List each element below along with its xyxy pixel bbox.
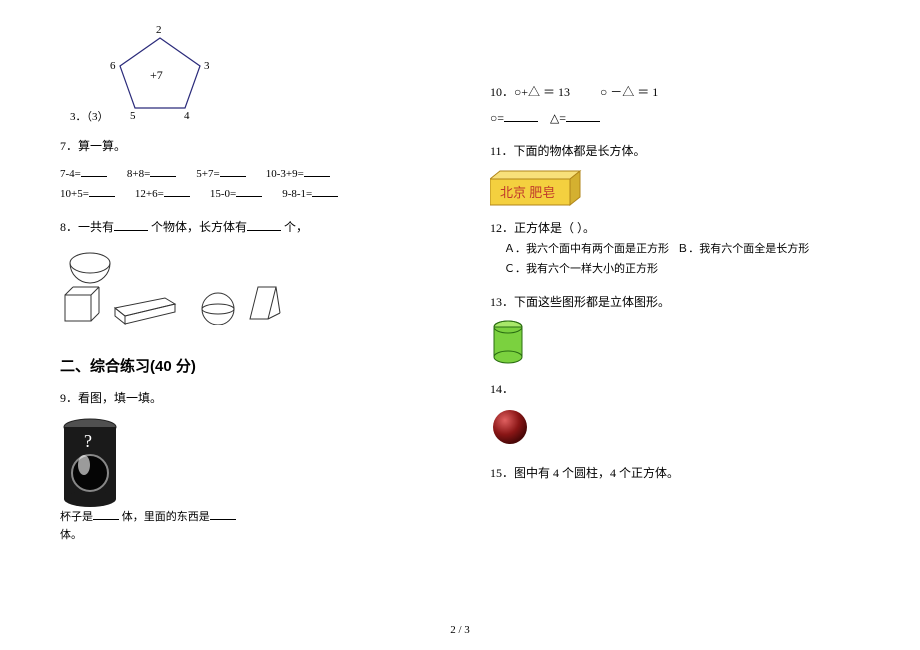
q7-r1c2: 8+8= xyxy=(127,164,176,185)
pentagon-figure: 2 3 4 5 6 +7 xyxy=(100,30,220,120)
q12-prompt: 12．正方体是（ ）。 xyxy=(490,218,860,240)
q8-c: 个， xyxy=(284,220,308,234)
section2-title: 二、综合练习(40 分) xyxy=(60,355,430,376)
q7-r1c4: 10-3+9= xyxy=(266,164,330,185)
q9: 9．看图，填一填。 ? 杯子是 体，里面的东西是 体。 xyxy=(60,388,430,545)
q15: 15．图中有 4 个圆柱，4 个正方体。 xyxy=(490,463,860,485)
right-column: 10．○+△ ＝ 13 ○ －△ ＝ 1 ○= △= 11．下面的物体都是长方体… xyxy=(490,30,860,557)
pent-v5: 6 xyxy=(110,60,116,72)
q8-a: 8．一共有 xyxy=(60,220,114,234)
page-footer: 2 / 3 xyxy=(0,624,920,636)
q10-line: 10．○+△ ＝ 13 ○ －△ ＝ 1 xyxy=(490,82,860,104)
q14-text: 14． xyxy=(490,379,860,401)
q15-text: 15．图中有 4 个圆柱，4 个正方体。 xyxy=(490,463,860,485)
soap-text: 北京 肥皂 xyxy=(500,185,555,200)
q7: 7．算一算。 7-4= 8+8= 5+7= 10-3+9= 10+5= 12+6… xyxy=(60,136,430,205)
soap-figure: 北京 肥皂 xyxy=(490,169,580,199)
q7-r1c1: 7-4= xyxy=(60,164,107,185)
cylinder-icon xyxy=(490,319,530,367)
q7-prompt: 7．算一算。 xyxy=(60,136,430,158)
pent-center: +7 xyxy=(150,68,163,83)
q12-c: Ｃ．我有六个一样大小的正方形 xyxy=(504,263,658,275)
q7-r2c4: 9-8-1= xyxy=(282,184,338,205)
q12-a: Ａ．我六个面中有两个面是正方形 xyxy=(504,243,669,255)
q7-r2c1: 10+5= xyxy=(60,184,115,205)
q12: 12．正方体是（ ）。 Ａ．我六个面中有两个面是正方形 Ｂ．我有六个面全是长方形… xyxy=(490,218,860,279)
q10-ans-a: ○= xyxy=(490,111,504,125)
q13: 13．下面这些图形都是立体图形。 xyxy=(490,292,860,368)
q8: 8．一共有 个物体，长方体有 个， xyxy=(60,217,430,325)
pent-v4: 5 xyxy=(130,110,136,122)
q8-shapes xyxy=(60,245,430,325)
pent-v1: 2 xyxy=(156,24,162,36)
svg-text:?: ? xyxy=(84,431,92,451)
q10: 10．○+△ ＝ 13 ○ －△ ＝ 1 ○= △= xyxy=(490,82,860,129)
ball-icon xyxy=(490,407,534,451)
q14: 14． xyxy=(490,379,860,451)
q11: 11．下面的物体都是长方体。 北京 肥皂 xyxy=(490,141,860,206)
q7-r2c3: 15-0= xyxy=(210,184,262,205)
left-column: 2 3 4 5 6 +7 3．（3） 7．算一算。 7-4= 8+8= 5+7=… xyxy=(60,30,430,557)
q7-r2c2: 12+6= xyxy=(135,184,190,205)
q12-b: Ｂ．我有六个面全是长方形 xyxy=(677,243,809,255)
q7-r1c3: 5+7= xyxy=(196,164,245,185)
q9-text: 杯子是 体，里面的东西是 体。 xyxy=(60,507,430,544)
q11-text: 11．下面的物体都是长方体。 xyxy=(490,141,860,163)
q13-text: 13．下面这些图形都是立体图形。 xyxy=(490,292,860,314)
q10-ans-b: △= xyxy=(550,111,566,125)
pent-v3: 4 xyxy=(184,110,190,122)
cup-figure: ? xyxy=(60,417,120,507)
q8-b: 个物体，长方体有 xyxy=(151,220,247,234)
q9-prompt: 9．看图，填一填。 xyxy=(60,388,430,410)
pent-v2: 3 xyxy=(204,60,210,72)
